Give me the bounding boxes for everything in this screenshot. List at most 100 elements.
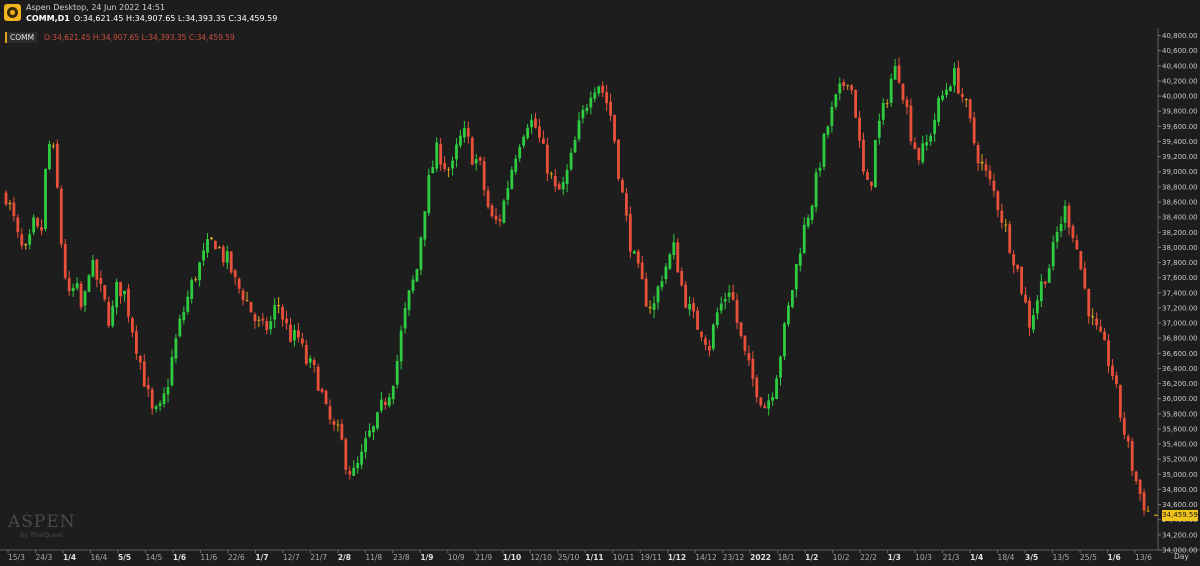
candle [648, 300, 652, 314]
candle [996, 190, 1000, 218]
date-tick-label: 13/5 [1053, 553, 1070, 562]
candle [877, 113, 881, 145]
candle [549, 171, 553, 179]
candle [561, 176, 565, 196]
date-tick-label: 10/11 [613, 553, 635, 562]
candle [4, 190, 8, 207]
candle [640, 255, 644, 280]
candle [178, 314, 182, 338]
candle [632, 249, 636, 254]
candle [356, 456, 360, 474]
candle [696, 306, 699, 330]
candle [964, 97, 968, 108]
candle [348, 465, 352, 480]
candle [735, 293, 739, 329]
candle [111, 300, 115, 328]
price-tick-label: 37,400.00 [1162, 289, 1198, 297]
candle [960, 87, 964, 103]
candle [660, 275, 664, 291]
date-tick-label: 15/3 [8, 553, 25, 562]
candle [644, 272, 648, 308]
price-tick-label: 34,800.00 [1162, 486, 1198, 494]
candle [1012, 250, 1016, 274]
candle [1028, 297, 1031, 336]
candle [1016, 264, 1020, 273]
price-tick-label: 36,200.00 [1162, 380, 1198, 388]
candle [952, 62, 956, 93]
watermark-subtitle: by ThaiQuest [20, 531, 64, 539]
date-tick-label: 10/2 [833, 553, 850, 562]
candle [103, 285, 107, 302]
candle [1103, 327, 1106, 341]
date-tick-label: 23/8 [393, 553, 410, 562]
candle [285, 310, 288, 330]
header-ohlc-values: O:34,621.45 H:34,907.65 L:34,393.35 C:34… [73, 14, 278, 23]
candle [1051, 235, 1055, 271]
candle [542, 130, 545, 145]
candle [810, 204, 814, 225]
candle [59, 185, 63, 248]
candle [1079, 250, 1083, 271]
candle [1035, 295, 1039, 320]
candle [913, 137, 917, 150]
candle [245, 291, 249, 302]
chart-area[interactable]: 40,800.00 40,600.00 40,400.00 40,200.00 40,0… [0, 28, 1200, 566]
candle [312, 357, 316, 373]
date-tick-label: 18/1 [778, 553, 795, 562]
candle [336, 419, 340, 432]
candle [443, 156, 447, 172]
candle [490, 203, 494, 219]
price-tick-label: 35,800.00 [1162, 410, 1198, 418]
candle [755, 374, 759, 403]
candle [858, 110, 861, 148]
candle [806, 214, 810, 230]
candlestick-chart[interactable]: 40,800.00 40,600.00 40,400.00 40,200.00 40,0… [0, 28, 1200, 566]
candle [1134, 470, 1138, 485]
candle [293, 324, 296, 347]
candle [830, 101, 834, 133]
timeframe-label: Day [1174, 552, 1189, 561]
candle [451, 156, 454, 176]
price-tick-label: 39,400.00 [1162, 138, 1198, 146]
candle [763, 402, 767, 409]
candle [403, 302, 407, 334]
candle [949, 84, 952, 92]
candle [624, 188, 628, 222]
candle [929, 133, 933, 146]
candle [486, 186, 490, 209]
candle [162, 387, 166, 408]
candle [71, 283, 75, 297]
candle [668, 252, 672, 271]
candle [502, 198, 506, 224]
candle [656, 285, 660, 310]
price-tick-label: 34,000.00 [1162, 547, 1198, 555]
candle [241, 288, 245, 306]
candle [917, 147, 921, 165]
price-tick-label: 38,800.00 [1162, 183, 1198, 191]
date-tick-label: 14/12 [695, 553, 717, 562]
candle [1000, 203, 1004, 229]
candle [802, 216, 806, 254]
candle [383, 397, 387, 410]
candle [1024, 286, 1027, 304]
candle [692, 297, 695, 319]
candle [822, 132, 826, 171]
candle [202, 242, 205, 267]
candle [664, 263, 668, 284]
candle [344, 437, 348, 475]
candle [569, 148, 573, 172]
candle [119, 281, 122, 304]
price-tick-label: 39,800.00 [1162, 108, 1198, 116]
date-tick-label: 10/3 [915, 553, 932, 562]
date-tick-label: 11/6 [200, 553, 217, 562]
candle [1083, 261, 1087, 291]
price-tick-label: 35,600.00 [1162, 425, 1198, 433]
candle [976, 141, 980, 172]
legend-symbol-tag[interactable]: COMM [5, 32, 38, 43]
date-tick-label: 24/3 [35, 553, 52, 562]
date-tick-label: 18/4 [998, 553, 1015, 562]
candle [893, 59, 897, 80]
candle [1047, 264, 1051, 283]
candle [1091, 308, 1095, 326]
candle [1099, 319, 1103, 333]
